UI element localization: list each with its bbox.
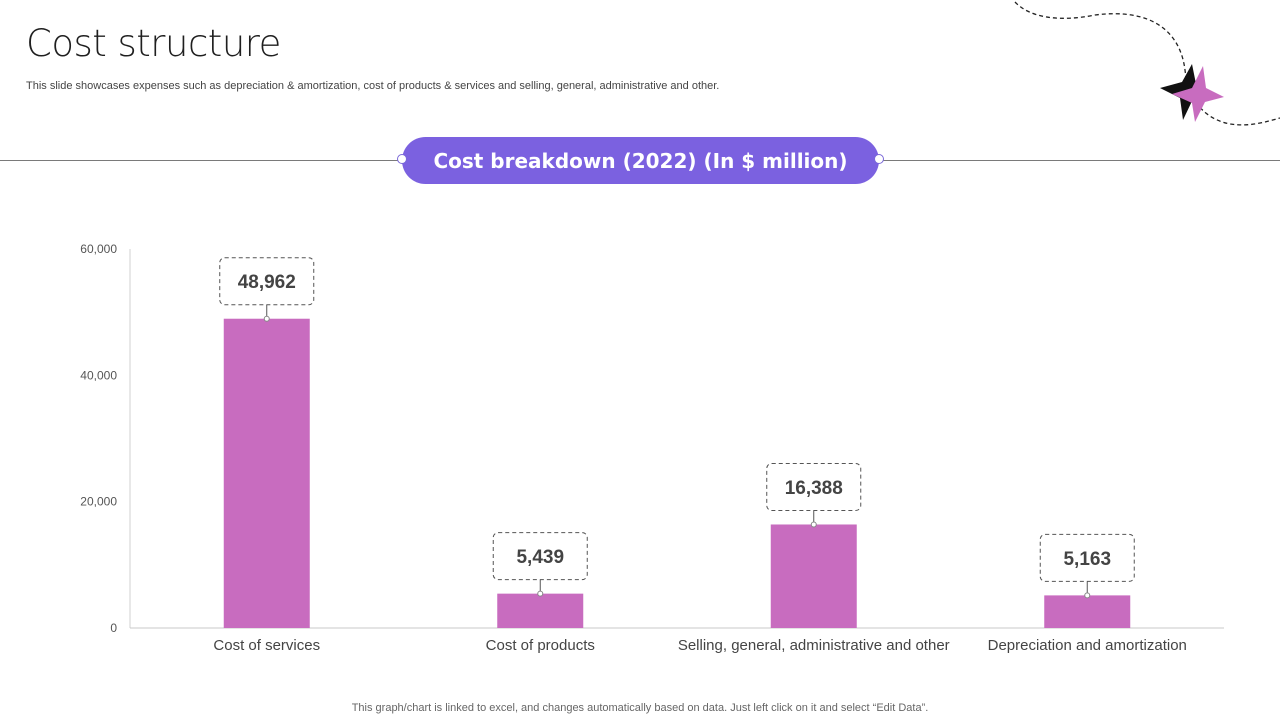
data-label: 16,388 (785, 478, 843, 499)
bar (1044, 595, 1131, 628)
x-tick-label: Cost of products (486, 637, 595, 654)
x-tick-label: Cost of services (213, 637, 320, 654)
data-label-box (766, 462, 862, 511)
header-divider-left (0, 160, 402, 161)
page-subtitle: This slide showcases expenses such as de… (26, 80, 720, 92)
data-label-box (1039, 533, 1135, 582)
data-label-anchor (537, 590, 544, 597)
chart-title-pill: Cost breakdown (2022) (In $ million) (402, 137, 879, 184)
data-label: 5,163 (1063, 549, 1111, 570)
chart-title: Cost breakdown (2022) (In $ million) (433, 148, 848, 173)
data-label-anchor (810, 521, 817, 528)
y-tick-label: 40,000 (80, 368, 117, 382)
bar (497, 593, 584, 628)
data-label: 5,439 (516, 547, 564, 568)
pill-left-dot (397, 154, 407, 164)
y-tick-label: 60,000 (80, 242, 117, 256)
bar (223, 318, 310, 628)
footer-note: This graph/chart is linked to excel, and… (351, 702, 929, 714)
data-label-box (219, 257, 315, 306)
page-title: Cost structure (26, 22, 281, 65)
data-label-anchor (263, 315, 270, 322)
data-label: 48,962 (238, 272, 296, 293)
pill-right-dot (874, 154, 884, 164)
y-tick-label: 20,000 (80, 495, 117, 509)
data-label-box (492, 532, 588, 581)
x-tick-label: Selling, general, administrative and oth… (678, 637, 950, 654)
data-label-anchor (1084, 592, 1091, 599)
bar (770, 524, 857, 628)
header-divider-right (879, 160, 1280, 161)
star-accent-shape (1172, 66, 1224, 122)
decorative-star-icon (1014, 1, 1280, 126)
y-tick-label: 0 (110, 621, 117, 635)
x-tick-label: Depreciation and amortization (988, 637, 1187, 654)
